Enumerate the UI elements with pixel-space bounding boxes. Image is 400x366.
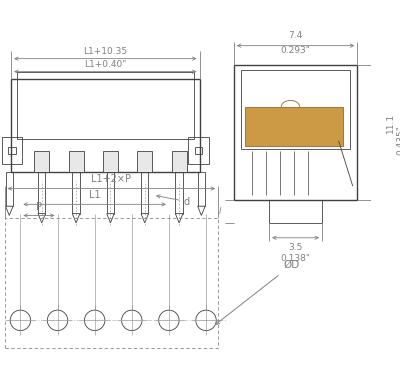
Text: 3.5: 3.5 — [288, 243, 303, 252]
Polygon shape — [107, 214, 114, 223]
Polygon shape — [175, 214, 183, 223]
Bar — [195, 147, 202, 154]
Polygon shape — [38, 214, 46, 223]
Bar — [141, 172, 148, 214]
Polygon shape — [6, 206, 13, 216]
Text: L1+2×P: L1+2×P — [91, 174, 131, 184]
Bar — [8, 147, 16, 154]
Bar — [245, 107, 343, 146]
Bar — [137, 152, 152, 172]
Bar — [38, 172, 46, 214]
Bar — [198, 172, 205, 206]
Bar — [72, 172, 80, 214]
Bar — [34, 152, 49, 172]
Bar — [5, 218, 218, 348]
Bar — [172, 152, 186, 172]
Text: 7.4: 7.4 — [288, 31, 303, 40]
Bar — [11, 79, 200, 172]
Text: 0.138": 0.138" — [280, 254, 310, 262]
Polygon shape — [72, 214, 80, 223]
Text: L1: L1 — [89, 190, 100, 200]
Bar — [188, 137, 209, 164]
Bar — [2, 137, 22, 164]
Text: P: P — [36, 202, 42, 212]
Bar — [69, 152, 84, 172]
Bar — [175, 172, 183, 214]
Text: 0.435": 0.435" — [396, 125, 400, 155]
Text: l: l — [218, 207, 221, 216]
Bar — [269, 200, 322, 223]
Bar — [17, 72, 194, 139]
Text: L1+10.35: L1+10.35 — [83, 47, 127, 56]
Text: 0.293": 0.293" — [281, 46, 310, 55]
Polygon shape — [198, 206, 205, 216]
Text: L1+0.40": L1+0.40" — [84, 60, 126, 69]
Bar — [107, 172, 114, 214]
Text: ØD: ØD — [283, 259, 299, 270]
Bar — [234, 65, 357, 200]
Bar — [241, 70, 350, 149]
Bar — [6, 172, 13, 206]
Polygon shape — [141, 214, 148, 223]
Text: d: d — [184, 197, 190, 206]
Text: 11.1: 11.1 — [386, 113, 395, 133]
Bar — [103, 152, 118, 172]
